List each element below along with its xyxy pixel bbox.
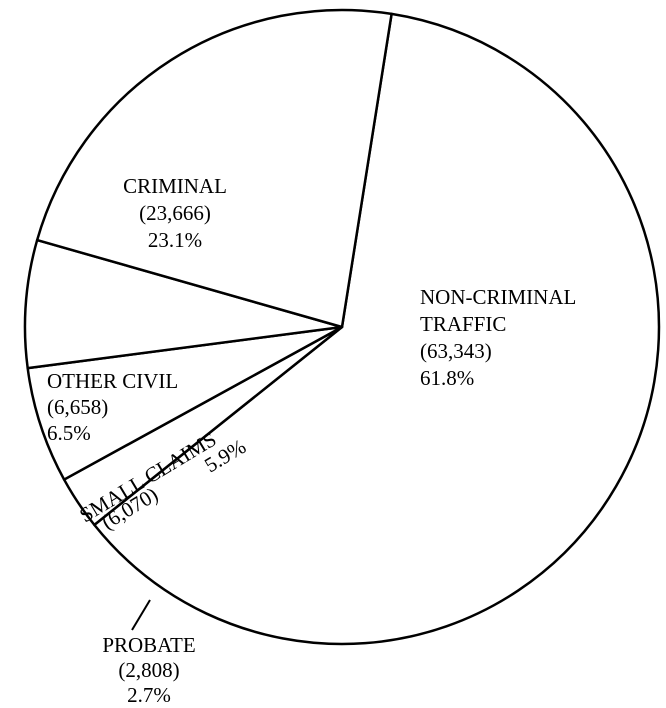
slice-label-non-criminal-traffic: NON-CRIMINAL bbox=[420, 285, 576, 309]
pie-slice-criminal bbox=[35, 8, 393, 329]
pie-slice-other-civil bbox=[23, 238, 344, 370]
slice-percent-probate: 2.7% bbox=[127, 683, 171, 707]
slice-label-non-criminal-traffic-line2: TRAFFIC bbox=[420, 312, 506, 336]
slice-percent-other-civil: 6.5% bbox=[47, 421, 91, 445]
slice-percent-non-criminal-traffic: 61.8% bbox=[420, 366, 474, 390]
pie-labels: NON-CRIMINAL TRAFFIC (63,343) 61.8% CRIM… bbox=[47, 174, 576, 707]
slice-count-probate: (2,808) bbox=[118, 658, 179, 682]
slice-count-other-civil: (6,658) bbox=[47, 395, 108, 419]
probate-leader-line bbox=[131, 599, 151, 631]
slice-label-other-civil: OTHER CIVIL bbox=[47, 369, 178, 393]
slice-count-non-criminal-traffic: (63,343) bbox=[420, 339, 492, 363]
pie-slices bbox=[23, 8, 661, 646]
slice-count-criminal: (23,666) bbox=[139, 201, 211, 225]
pie-slice-non-criminal-traffic bbox=[93, 12, 661, 646]
slice-label-criminal: CRIMINAL bbox=[123, 174, 227, 198]
slice-label-probate: PROBATE bbox=[102, 633, 195, 657]
slice-percent-criminal: 23.1% bbox=[148, 228, 202, 252]
